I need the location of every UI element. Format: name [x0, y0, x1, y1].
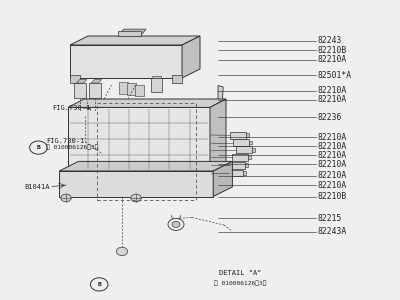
Polygon shape — [70, 45, 182, 78]
Text: 82210A: 82210A — [318, 160, 347, 169]
Text: 82210A: 82210A — [318, 181, 347, 190]
Text: 82215: 82215 — [318, 214, 342, 223]
Text: B: B — [97, 282, 101, 287]
Polygon shape — [213, 161, 232, 196]
Polygon shape — [182, 36, 200, 78]
Circle shape — [131, 194, 141, 202]
Polygon shape — [236, 146, 252, 153]
Polygon shape — [68, 99, 226, 107]
Polygon shape — [229, 170, 243, 176]
Polygon shape — [246, 133, 249, 137]
Text: Ⓑ 010006126（3）: Ⓑ 010006126（3） — [46, 145, 98, 150]
Circle shape — [90, 278, 108, 291]
Polygon shape — [119, 82, 128, 94]
Text: 82210A: 82210A — [318, 171, 347, 180]
Polygon shape — [172, 75, 182, 83]
Circle shape — [30, 141, 47, 154]
Polygon shape — [249, 140, 252, 145]
Circle shape — [168, 218, 184, 230]
Polygon shape — [59, 171, 213, 196]
Polygon shape — [210, 99, 226, 170]
Polygon shape — [70, 75, 80, 83]
Text: 82210A: 82210A — [318, 151, 347, 160]
Polygon shape — [233, 139, 249, 146]
Polygon shape — [118, 31, 141, 36]
Circle shape — [61, 194, 71, 202]
Polygon shape — [135, 85, 144, 96]
Text: 82210A: 82210A — [318, 56, 347, 64]
Polygon shape — [152, 76, 161, 78]
Polygon shape — [68, 107, 210, 170]
Text: 82243: 82243 — [318, 36, 342, 45]
Text: B: B — [36, 145, 40, 150]
Text: 82210B: 82210B — [318, 46, 347, 55]
Polygon shape — [127, 83, 136, 95]
Text: FIG.730-1: FIG.730-1 — [52, 105, 90, 111]
Polygon shape — [230, 162, 245, 169]
Polygon shape — [59, 161, 232, 171]
Polygon shape — [79, 103, 91, 116]
Polygon shape — [245, 163, 248, 167]
Polygon shape — [74, 83, 86, 98]
Text: 82210A: 82210A — [318, 95, 347, 104]
Polygon shape — [197, 172, 208, 184]
Text: 82210A: 82210A — [318, 133, 347, 142]
Text: 82210A: 82210A — [318, 142, 347, 151]
Text: Ⓑ 010006126（3）: Ⓑ 010006126（3） — [214, 281, 266, 286]
Polygon shape — [70, 36, 200, 45]
Polygon shape — [151, 78, 162, 92]
Circle shape — [116, 247, 128, 256]
Text: 82210B: 82210B — [318, 192, 347, 201]
Polygon shape — [230, 132, 246, 139]
Text: 82210A: 82210A — [318, 86, 347, 95]
Polygon shape — [243, 171, 246, 175]
Polygon shape — [89, 83, 101, 98]
Text: DETAIL "A": DETAIL "A" — [219, 270, 261, 276]
Text: 82501*A: 82501*A — [318, 70, 352, 80]
Polygon shape — [208, 85, 223, 114]
Circle shape — [172, 221, 180, 227]
Polygon shape — [118, 29, 146, 36]
Text: FIG.730-1: FIG.730-1 — [46, 138, 84, 144]
Polygon shape — [248, 155, 251, 159]
Polygon shape — [252, 148, 255, 152]
Polygon shape — [232, 154, 248, 160]
Polygon shape — [76, 80, 87, 83]
Text: 82243A: 82243A — [318, 227, 347, 236]
Text: 82236: 82236 — [318, 112, 342, 122]
Circle shape — [212, 105, 222, 112]
Polygon shape — [91, 80, 102, 83]
Text: B1041A: B1041A — [24, 184, 50, 190]
